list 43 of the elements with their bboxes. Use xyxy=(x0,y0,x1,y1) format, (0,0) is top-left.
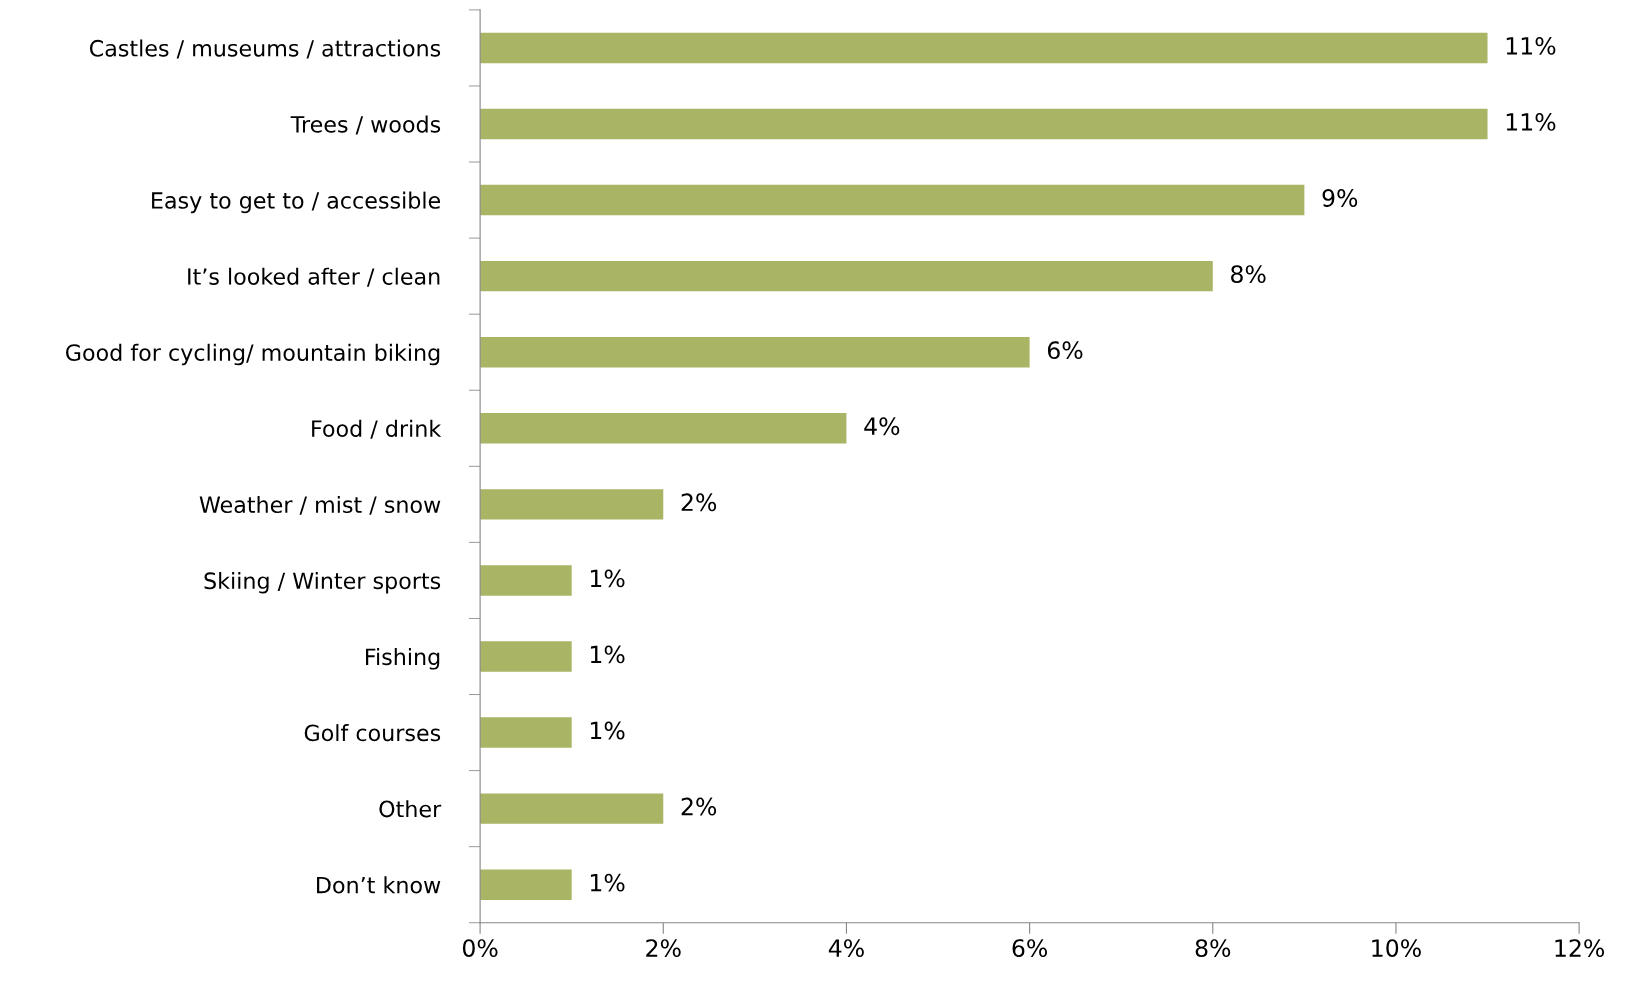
data-label: 1% xyxy=(590,645,625,664)
bar xyxy=(480,260,1213,292)
data-label: 2% xyxy=(681,797,717,816)
x-tick-label: 10% xyxy=(1372,939,1421,957)
y-tick-label: Food / drink xyxy=(312,419,442,439)
x-tick-label: 2% xyxy=(646,939,681,957)
y-tick-label: Don’t know xyxy=(317,876,441,894)
bar xyxy=(480,489,664,520)
data-label: 8% xyxy=(1231,265,1266,283)
y-tick-label: Castles / museums / attractions xyxy=(89,39,441,59)
data-label: 1% xyxy=(590,721,625,740)
data-label: 9% xyxy=(1322,189,1358,207)
bar xyxy=(480,108,1488,140)
bar xyxy=(480,413,847,444)
data-label: 6% xyxy=(1047,341,1083,360)
x-tick-label: 4% xyxy=(828,939,864,957)
bar xyxy=(480,641,572,672)
y-tick-label: Good for cycling/ mountain biking xyxy=(66,343,440,366)
data-label: 11% xyxy=(1506,36,1556,55)
x-tick-label: 0% xyxy=(462,939,498,957)
data-label: 4% xyxy=(864,417,900,436)
bar xyxy=(480,717,572,748)
bar xyxy=(480,32,1488,64)
bar xyxy=(480,565,572,596)
data-label: 2% xyxy=(681,493,717,512)
bar xyxy=(480,184,1305,216)
y-tick-label: Easy to get to / accessible xyxy=(152,191,441,214)
x-tick-label: 8% xyxy=(1195,939,1231,957)
x-tick-label: 6% xyxy=(1012,939,1048,957)
x-tick-label: 12% xyxy=(1555,939,1605,957)
bar xyxy=(480,793,664,824)
data-label: 1% xyxy=(590,873,625,892)
bar xyxy=(480,869,572,900)
y-tick-label: Other xyxy=(379,800,442,818)
y-tick-label: It’s looked after / clean xyxy=(188,267,440,287)
bar xyxy=(480,336,1030,368)
data-label: 11% xyxy=(1506,112,1556,131)
y-tick-label: Weather / mist / snow xyxy=(199,495,441,515)
data-label: 1% xyxy=(590,569,625,588)
y-tick-label: Golf courses xyxy=(304,724,441,742)
y-tick-label: Trees / woods xyxy=(290,115,441,135)
y-tick-label: Fishing xyxy=(366,648,440,670)
y-tick-label: Skiing / Winter sports xyxy=(204,571,441,594)
